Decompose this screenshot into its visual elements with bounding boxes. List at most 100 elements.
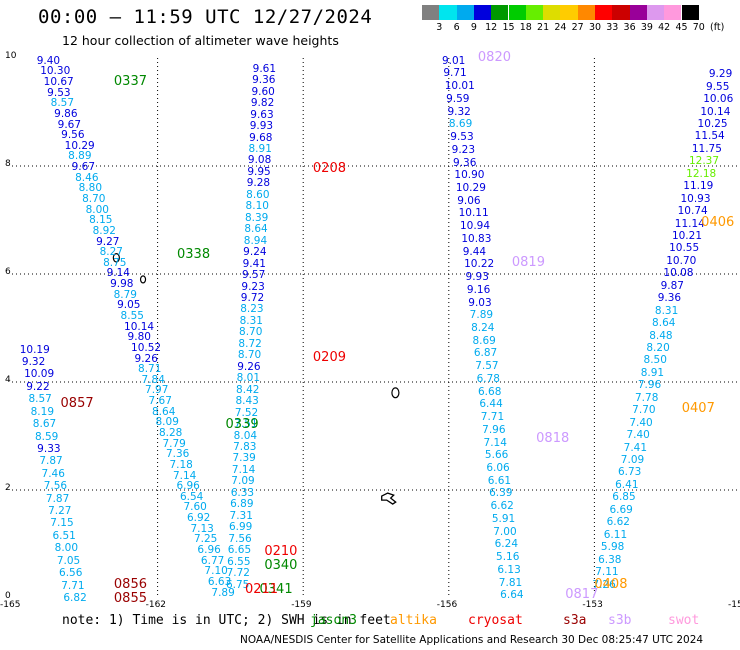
wave-height-value: 6.62 — [490, 500, 514, 513]
island-outline — [112, 253, 120, 263]
wave-height-value: 6.75 — [225, 578, 250, 591]
island-outline — [391, 387, 400, 399]
pass-time-label: 0339 — [225, 417, 259, 433]
wave-height-value: 8.31 — [654, 304, 679, 317]
wave-height-value: 7.72 — [226, 567, 250, 580]
wave-height-value: 8.94 — [243, 234, 268, 247]
wave-height-value: 10.94 — [459, 220, 491, 233]
wave-height-value: 5.91 — [491, 512, 516, 525]
x-tick-label: -156 — [436, 600, 458, 610]
wave-height-value: 6.41 — [615, 478, 639, 491]
pass-time-label: 0408 — [594, 576, 628, 592]
wave-height-value: 8.43 — [235, 395, 259, 408]
wave-height-value: 10.74 — [677, 205, 708, 218]
wave-height-value: 9.32 — [447, 105, 471, 118]
pass-time-label: 0817 — [565, 587, 599, 603]
wave-height-value: 10.93 — [680, 192, 711, 205]
wave-height-value: 7.27 — [48, 505, 72, 518]
wave-height-value: 6.96 — [176, 480, 200, 493]
wave-height-value: 8.19 — [30, 405, 55, 418]
scale-label: 27 — [571, 22, 584, 33]
pass-time-label: 0211 — [244, 581, 279, 597]
wave-height-value: 9.86 — [54, 107, 78, 120]
wave-height-value: 9.80 — [127, 331, 151, 344]
wave-height-value: 6.38 — [598, 553, 622, 566]
wave-height-value: 6.78 — [476, 372, 500, 385]
wave-height-value: 8.67 — [32, 418, 57, 431]
wave-height-value: 7.87 — [39, 455, 63, 468]
scale-swatch — [473, 5, 492, 20]
pass-time-label: 0209 — [312, 349, 346, 365]
wave-height-value: 7.36 — [165, 448, 190, 461]
wave-height-value: 8.69 — [472, 334, 496, 347]
wave-height-value: 8.59 — [34, 430, 59, 443]
wave-height-value: 9.41 — [242, 257, 266, 270]
wave-height-value: 7.14 — [231, 463, 256, 476]
wave-height-value: 8.00 — [54, 542, 79, 555]
wave-height-value: 8.15 — [89, 214, 113, 227]
wave-height-value: 10.55 — [669, 242, 700, 255]
wave-height-value: 8.27 — [99, 246, 123, 259]
wave-height-value: 8.04 — [233, 429, 258, 442]
scale-label: 21 — [537, 22, 550, 33]
wave-height-value: 10.83 — [461, 232, 492, 245]
plot-area: 9.40 10.30 10.67 9.53 8.57 9.86 9.67 9.56 10.29 8… — [12, 51, 740, 606]
wave-height-value: 9.93 — [465, 271, 489, 284]
wave-height-value: 6.99 — [228, 521, 253, 534]
wave-height-value: 9.63 — [250, 108, 274, 121]
wave-height-value: 9.22 — [26, 380, 50, 393]
island-outline — [381, 492, 397, 505]
wave-height-value: 8.64 — [652, 317, 676, 330]
pass-time-label: 0819 — [511, 255, 545, 271]
wave-height-value: 7.09 — [231, 475, 255, 488]
scale-swatch — [543, 5, 561, 20]
scale-label: 24 — [554, 22, 567, 33]
wave-height-value: 6.64 — [500, 589, 524, 602]
pass-time-label: 0208 — [312, 160, 346, 176]
pass-time-label: 0338 — [177, 247, 211, 263]
wave-height-value: 9.40 — [36, 54, 61, 67]
wave-height-value: 9.36 — [453, 156, 477, 169]
scale-label: 3 — [436, 22, 443, 33]
y-tick-label: 6 — [5, 267, 11, 277]
wave-height-value: 8.31 — [239, 314, 263, 327]
wave-height-value: 9.72 — [240, 292, 265, 304]
scale-swatch — [422, 5, 440, 20]
wave-height-value: 9.53 — [47, 86, 71, 99]
wave-height-value: 8.55 — [120, 310, 144, 322]
wave-height-value: 8.80 — [78, 182, 103, 195]
wave-height-value: 9.03 — [468, 296, 492, 309]
pass-time-label: 0407 — [681, 401, 715, 416]
page-subtitle: 12 hour collection of altimeter wave hei… — [62, 33, 339, 48]
wave-height-value: 9.29 — [708, 68, 733, 81]
wave-height-value: 10.11 — [458, 207, 489, 220]
wave-height-value: 7.97 — [145, 384, 169, 397]
wave-height-value: 8.60 — [246, 188, 270, 201]
x-tick-label: -162 — [145, 600, 167, 610]
wave-height-value: 11.75 — [691, 142, 722, 155]
wave-height-value: 6.62 — [606, 516, 630, 529]
wave-height-value: 8.70 — [82, 192, 106, 205]
wave-height-value: 6.63 — [207, 575, 232, 588]
scale-label: 9 — [470, 22, 477, 33]
wave-height-value: 7.89 — [211, 586, 235, 599]
wave-height-value: 6.44 — [479, 398, 503, 411]
wave-height-value: 10.90 — [454, 169, 485, 182]
pass-time-label: 0818 — [536, 430, 570, 446]
wave-height-value: 8.09 — [155, 416, 179, 429]
wave-height-value: 8.70 — [237, 349, 262, 362]
wave-height-value: 8.50 — [643, 354, 667, 367]
wave-height-value: 6.56 — [59, 567, 83, 580]
wave-height-value: 11.54 — [694, 130, 725, 143]
wave-height-value: 7.31 — [229, 509, 253, 522]
x-tick-label: -150 — [728, 600, 740, 610]
wave-height-value: 5.98 — [600, 541, 625, 554]
wave-height-value: 8.24 — [471, 322, 495, 334]
wave-height-value: 11.19 — [683, 180, 714, 193]
wave-height-value: 9.60 — [251, 85, 275, 98]
scale-swatch — [508, 5, 526, 20]
wave-height-value: 10.29 — [455, 181, 486, 194]
scale-label: 45 — [675, 22, 688, 33]
wave-height-value: 10.70 — [666, 254, 697, 267]
